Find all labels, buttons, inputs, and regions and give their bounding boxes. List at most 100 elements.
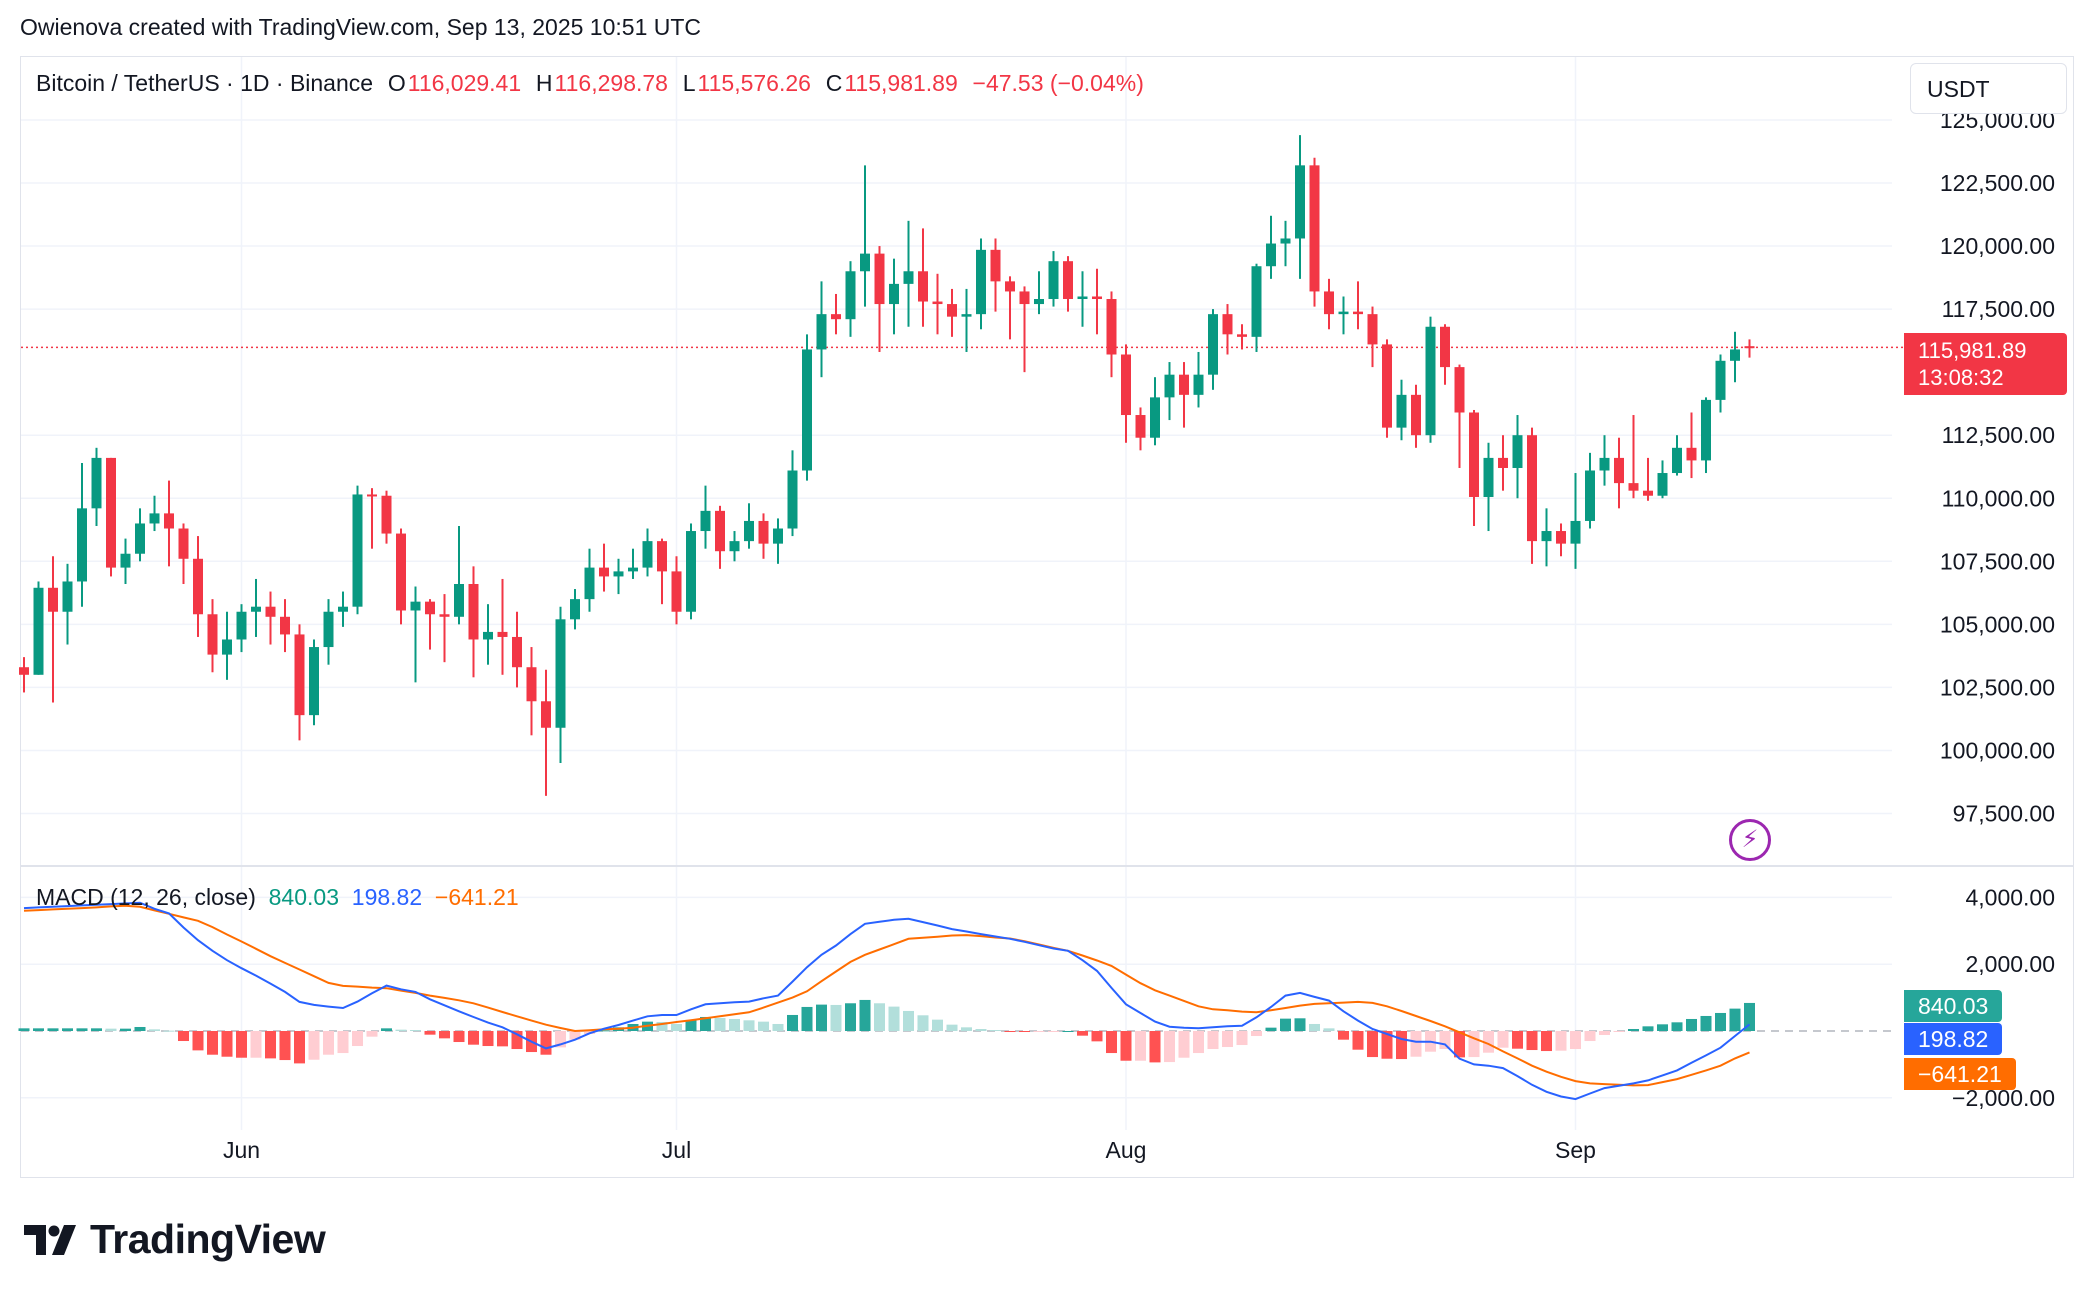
macd-histogram-bar [816,1004,827,1031]
candle [135,508,145,562]
candle [628,548,638,579]
macd-histogram-bar [1367,1031,1378,1058]
candle [1425,316,1436,443]
candle [439,594,450,663]
macd-histogram-bar [163,1030,175,1032]
macd-histogram-bar [1512,1031,1523,1049]
candle [381,490,392,544]
candle-body [584,567,595,600]
candle-body [1048,261,1059,300]
candle [961,288,972,352]
candle-body [729,541,740,552]
candle [425,599,435,650]
candle [1280,220,1291,267]
candle-body [483,631,493,640]
candle [990,238,1001,312]
currency-button[interactable]: USDT [1910,63,2067,114]
candle [1744,339,1755,358]
candle-body [120,553,131,568]
macd-histogram-bar [1265,1027,1277,1031]
candle-body [1382,344,1392,428]
candle [787,450,798,537]
macd-histogram-bar [946,1024,958,1031]
candle [526,647,537,736]
candle-body [990,249,1001,282]
candle [1208,309,1218,390]
candle [1353,281,1363,330]
candle-body [1715,360,1726,400]
macd-pane: 4,000.002,000.00−2,000.00 [18,884,2055,1111]
candle-body [831,314,841,320]
lightning-icon[interactable]: ⚡ [1729,819,1771,861]
candle [1295,135,1305,279]
macd-histogram-bar [917,1015,929,1031]
candle [207,599,218,673]
macd-histogram-bar [1541,1031,1552,1052]
candle-body [1092,296,1102,300]
candle [816,281,827,378]
macd-histogram-bar [555,1031,566,1048]
candle-body [947,304,957,317]
candle [1048,251,1059,307]
macd-histogram-bar [1454,1031,1465,1058]
candle-body [1193,374,1204,395]
macd-histogram-bar [888,1006,900,1031]
candle-body [613,571,624,577]
candle-body [323,611,334,648]
candle-body [236,611,247,640]
macd-histogram-bar [511,1031,523,1050]
macd-line-badge: 198.82 [1904,1023,2003,1055]
macd-histogram-bar [1164,1031,1175,1063]
candle-body [787,470,798,529]
candle-body [19,667,29,675]
candle-body [1121,354,1131,416]
candle [874,246,885,352]
macd-histogram-bar [1628,1028,1639,1031]
brand-name: TradingView [90,1216,326,1262]
candle-body [932,301,943,305]
macd-histogram-bar [671,1023,682,1031]
macd-histogram-bar [294,1031,305,1064]
candle [1309,157,1320,307]
candle [555,606,566,764]
macd-histogram-bar [439,1031,450,1039]
candle [729,531,740,562]
candle-body [425,601,435,615]
high-label: H [535,70,553,96]
macd-histogram-bar [134,1026,146,1031]
macd-histogram-bar [1178,1031,1190,1058]
macd-histogram-bar [1729,1008,1741,1031]
candle [1527,427,1537,564]
candle-body [1614,457,1624,484]
high-value: 116,298.78 [554,70,668,96]
close-label: C [825,70,843,96]
grid [21,57,2074,1130]
candle-body [773,528,783,544]
candle-body [178,528,189,559]
macd-histogram-bar [468,1031,479,1045]
candle-body [367,494,377,497]
candle-body [918,271,928,302]
low-value: 115,576.26 [697,70,811,96]
candle [222,611,232,680]
candle [1701,397,1711,474]
close-value: 115,981.89 [844,70,958,96]
candle [1382,339,1392,438]
candle [33,581,44,675]
candle [758,513,769,559]
macd-histogram-bar [685,1019,697,1031]
last-price-badge: 115,981.89 13:08:32 [1904,333,2067,395]
macd-histogram-bar [758,1021,769,1031]
candle-body [1019,291,1030,305]
price-tick-label: 117,500.00 [1942,296,2055,322]
candle-body [1208,314,1218,375]
candle-body [1309,165,1320,292]
candle-body [1396,394,1407,428]
macd-histogram-bar [1106,1031,1117,1054]
macd-histogram-bar [1048,1031,1059,1032]
macd-histogram-bar [1309,1023,1320,1031]
macd-histogram-bar [410,1029,421,1031]
candle-body [1280,238,1291,244]
macd-histogram-bar [729,1018,740,1031]
